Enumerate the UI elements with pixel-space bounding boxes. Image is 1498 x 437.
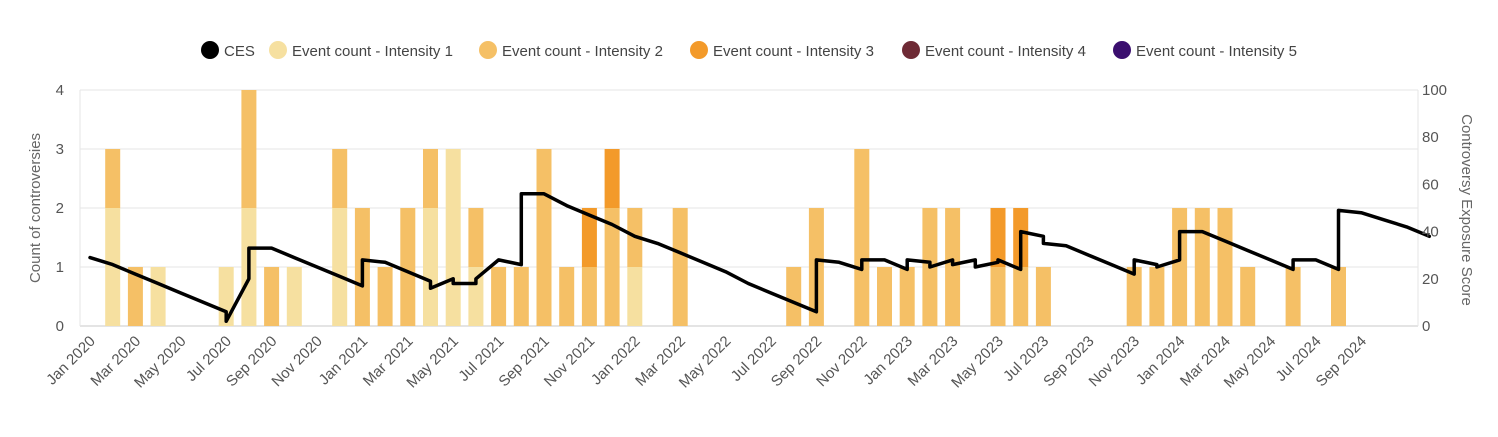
bar-6-intensity-1[interactable] [286,267,302,326]
bar-34-intensity-2[interactable] [1172,208,1188,326]
y-right-tick-5: 100 [1422,82,1447,99]
bar-31-intensity-2[interactable] [1035,267,1051,326]
y-left-axis-title: Count of controversies [27,133,44,283]
bar-0-intensity-2[interactable] [105,149,121,208]
bar-26-intensity-2[interactable] [899,267,915,326]
bar-32-intensity-2[interactable] [1126,267,1142,326]
y-right-tick-4: 80 [1422,129,1439,146]
bar-35-intensity-2[interactable] [1194,208,1210,326]
bar-5-intensity-2[interactable] [264,267,280,326]
bar-11-intensity-1[interactable] [423,208,438,326]
bar-24-intensity-2[interactable] [854,149,870,326]
legend-swatch-3[interactable] [690,41,708,59]
bar-1-intensity-2[interactable] [127,267,143,326]
bar-29-intensity-3[interactable] [990,208,1006,267]
bar-37-intensity-2[interactable] [1240,267,1256,326]
bar-20-intensity-1[interactable] [627,267,643,326]
bar-0-intensity-1[interactable] [105,208,121,326]
y-right-tick-2: 40 [1422,224,1439,241]
bar-33-intensity-2[interactable] [1149,267,1165,326]
y-left-tick-2: 2 [56,200,64,217]
bar-10-intensity-2[interactable] [400,208,416,326]
y-left-tick-1: 1 [56,259,64,276]
y-right-axis-title: Controversy Exposure Score [1458,114,1475,306]
bar-12-intensity-1[interactable] [445,149,461,326]
bar-16-intensity-2[interactable] [536,149,552,326]
legend-swatch-0[interactable] [201,41,219,59]
ces-line-group [88,192,1432,324]
bar-13-intensity-2[interactable] [468,208,484,267]
bar-28-intensity-2[interactable] [945,208,961,326]
y-right-tick-0: 0 [1422,318,1430,335]
bar-29-intensity-2[interactable] [990,267,1006,326]
bar-18-intensity-3[interactable] [581,208,597,267]
bar-22-intensity-2[interactable] [786,267,802,326]
bar-14-intensity-2[interactable] [491,267,507,326]
bar-2-intensity-1[interactable] [150,267,166,326]
bar-15-intensity-2[interactable] [513,267,529,326]
bar-7-intensity-2[interactable] [332,149,348,208]
y-left-tick-0: 0 [56,318,64,335]
bar-30-intensity-2[interactable] [1013,267,1029,326]
bar-19-intensity-3[interactable] [604,149,620,208]
legend-swatch-1[interactable] [269,41,287,59]
legend-label-0[interactable]: CES [224,43,255,60]
bar-18-intensity-2[interactable] [581,267,597,326]
bar-21-intensity-2[interactable] [672,208,688,326]
legend-swatch-2[interactable] [479,41,497,59]
grid [79,89,1419,327]
legend-label-5[interactable]: Event count - Intensity 5 [1136,43,1297,60]
bar-39-intensity-2[interactable] [1331,267,1346,326]
legend: CES Event count - Intensity 1 Event count … [201,41,1297,60]
bar-36-intensity-2[interactable] [1217,208,1233,326]
bar-17-intensity-2[interactable] [559,267,575,326]
bar-19-intensity-2[interactable] [604,208,620,326]
bar-11-intensity-2[interactable] [423,149,438,208]
y-left-tick-3: 3 [56,141,64,158]
bar-7-intensity-1[interactable] [332,208,348,326]
ces-line[interactable] [88,192,1432,324]
legend-label-1[interactable]: Event count - Intensity 1 [292,43,453,60]
y-right-tick-3: 60 [1422,176,1439,193]
legend-swatch-5[interactable] [1113,41,1131,59]
legend-swatch-4[interactable] [902,41,920,59]
legend-label-4[interactable]: Event count - Intensity 4 [925,43,1086,60]
legend-label-2[interactable]: Event count - Intensity 2 [502,43,663,60]
bar-4-intensity-2[interactable] [241,90,257,208]
bar-38-intensity-2[interactable] [1285,267,1301,326]
y-right-tick-1: 20 [1422,271,1439,288]
legend-label-3[interactable]: Event count - Intensity 3 [713,43,874,60]
bar-25-intensity-2[interactable] [877,267,892,326]
bar-9-intensity-2[interactable] [377,267,393,326]
y-left-tick-4: 4 [56,82,64,99]
